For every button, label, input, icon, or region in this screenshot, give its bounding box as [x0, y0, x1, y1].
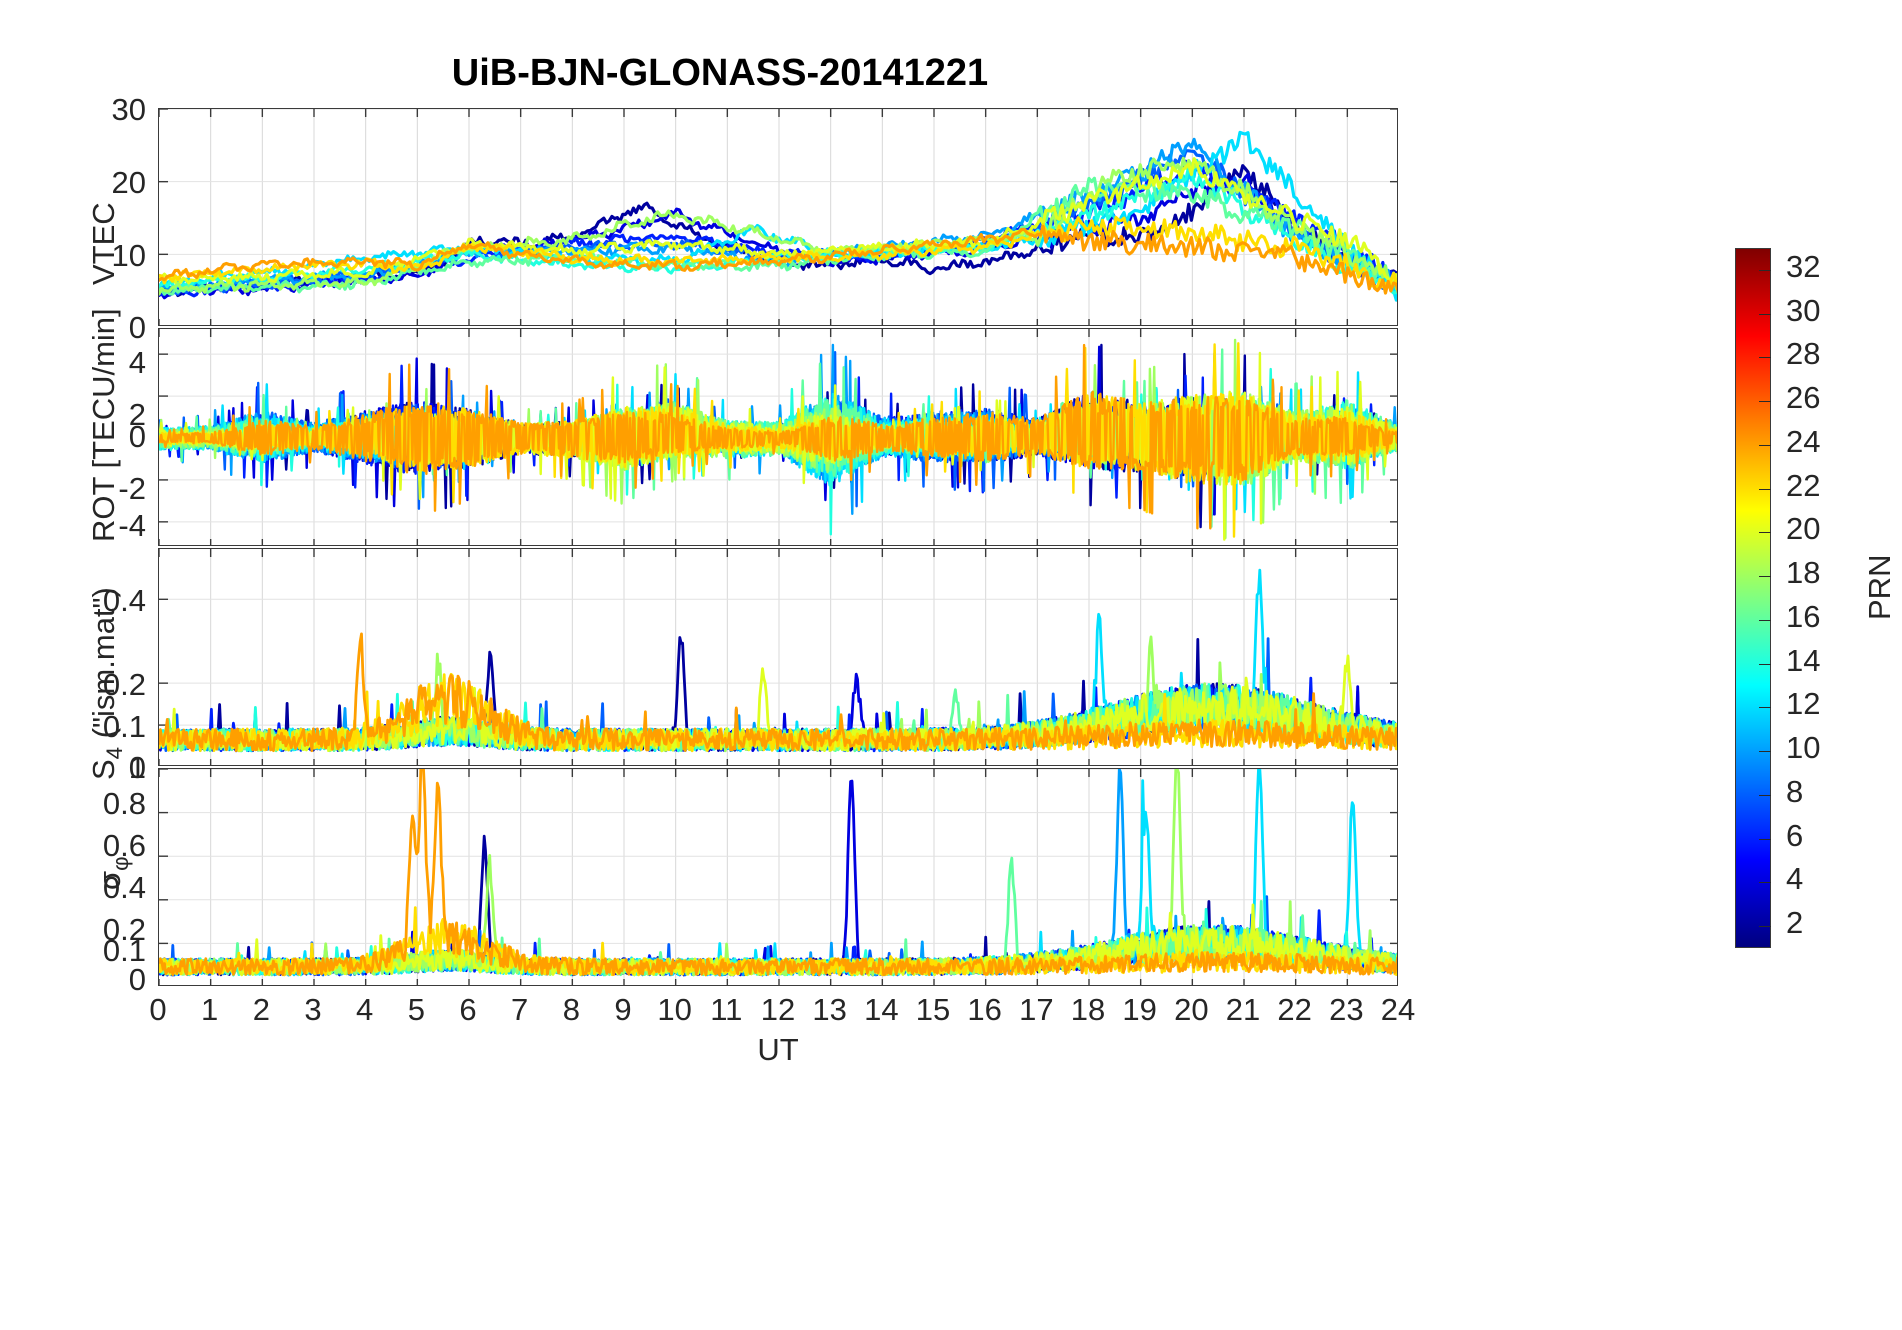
- xtick-15: 15: [915, 992, 951, 1027]
- xtick-19: 19: [1122, 992, 1157, 1027]
- prn-tick-2: 2: [1786, 905, 1804, 941]
- prn-tick-32: 32: [1786, 248, 1821, 284]
- prn-tick-14: 14: [1786, 642, 1821, 678]
- xtick-2: 2: [252, 992, 270, 1027]
- xtick-4: 4: [356, 992, 374, 1027]
- xtick-21: 21: [1225, 992, 1261, 1027]
- prn-tick-20: 20: [1786, 511, 1821, 547]
- xtick-24: 24: [1380, 992, 1416, 1027]
- prn-tick-mark-6: [1759, 838, 1771, 840]
- prn-tick-mark-2: [1759, 926, 1771, 928]
- xtick-1: 1: [201, 992, 219, 1027]
- xtick-17: 17: [1019, 992, 1054, 1027]
- prn-tick-mark-24: [1759, 444, 1771, 446]
- prn-tick-mark-20: [1759, 532, 1771, 534]
- prn-tick-mark-30: [1759, 313, 1771, 315]
- prn-tick-mark-28: [1759, 357, 1771, 359]
- xtick-23: 23: [1329, 992, 1364, 1027]
- xtick-9: 9: [614, 992, 632, 1027]
- prn-tick-12: 12: [1786, 686, 1821, 722]
- prn-tick-30: 30: [1786, 292, 1821, 328]
- xtick-10: 10: [657, 992, 692, 1027]
- ytick-vtec-30: 30: [111, 92, 146, 127]
- page-title: UiB-BJN-GLONASS-20141221: [451, 52, 989, 94]
- prn-tick-mark-12: [1759, 707, 1771, 709]
- prn-colorbar: [1735, 248, 1771, 948]
- ytick-vtec-10: 10: [111, 238, 146, 273]
- prn-tick-mark-22: [1759, 488, 1771, 490]
- ytick-sp-04: 0.4: [102, 870, 146, 905]
- prn-tick-mark-14: [1759, 663, 1771, 665]
- ytick-rot-0: 0: [128, 419, 146, 454]
- ytick-sp-01: 0.1: [102, 933, 146, 968]
- prn-tick-8: 8: [1786, 773, 1804, 809]
- prn-tick-24: 24: [1786, 423, 1821, 459]
- ytick-sp-0: 0: [128, 962, 146, 997]
- xtick-5: 5: [407, 992, 425, 1027]
- xtick-12: 12: [760, 992, 796, 1027]
- ytick-vtec-20: 20: [111, 165, 146, 200]
- ytick-s4-04: 0.4: [102, 583, 146, 618]
- ytick-s4-0: 0: [128, 750, 146, 785]
- x-axis-label: UT: [757, 1032, 799, 1067]
- xtick-6: 6: [459, 992, 477, 1027]
- ytick-vtec-0: 0: [128, 310, 146, 345]
- ytick-sp-08: 0.8: [102, 786, 146, 821]
- prn-tick-mark-10: [1759, 751, 1771, 753]
- ytick-rot-2: 2: [128, 397, 146, 432]
- prn-tick-22: 22: [1786, 467, 1821, 503]
- prn-tick-mark-18: [1759, 576, 1771, 578]
- ytick-sp-1: 1: [128, 750, 146, 785]
- xtick-22: 22: [1277, 992, 1312, 1027]
- xtick-11: 11: [710, 992, 743, 1027]
- panel-vtec: [158, 108, 1398, 326]
- ytick-sp-02: 0.2: [102, 912, 146, 947]
- ytick-rot-4: 4: [128, 345, 146, 380]
- prn-tick-mark-16: [1759, 619, 1771, 621]
- xtick-8: 8: [562, 992, 580, 1027]
- xtick-14: 14: [864, 992, 899, 1027]
- prn-tick-10: 10: [1786, 730, 1821, 766]
- xtick-3: 3: [304, 992, 322, 1027]
- prn-tick-mark-4: [1759, 882, 1771, 884]
- panel-s4: [158, 548, 1398, 766]
- xtick-13: 13: [812, 992, 847, 1027]
- prn-tick-mark-8: [1759, 794, 1771, 796]
- prn-tick-28: 28: [1786, 336, 1821, 372]
- prn-tick-16: 16: [1786, 598, 1821, 634]
- prn-tick-mark-26: [1759, 401, 1771, 403]
- ytick-s4-01: 0.1: [102, 709, 146, 744]
- prn-colorbar-label: PRN: [1862, 554, 1897, 620]
- xtick-7: 7: [511, 992, 529, 1027]
- ytick-rot-m4: -4: [118, 508, 146, 543]
- xtick-0: 0: [149, 992, 167, 1027]
- xtick-18: 18: [1070, 992, 1106, 1027]
- prn-tick-4: 4: [1786, 861, 1804, 897]
- prn-tick-18: 18: [1786, 555, 1821, 591]
- xtick-16: 16: [967, 992, 1002, 1027]
- prn-tick-mark-32: [1759, 269, 1771, 271]
- ytick-s4-02: 0.2: [102, 667, 146, 702]
- panel-rot: [158, 328, 1398, 546]
- panel-sigma-phi: [158, 768, 1398, 986]
- prn-tick-6: 6: [1786, 817, 1804, 853]
- xtick-20: 20: [1174, 992, 1209, 1027]
- ytick-sp-06: 0.6: [102, 828, 146, 863]
- ytick-rot-m2: -2: [118, 471, 146, 506]
- prn-tick-26: 26: [1786, 380, 1821, 416]
